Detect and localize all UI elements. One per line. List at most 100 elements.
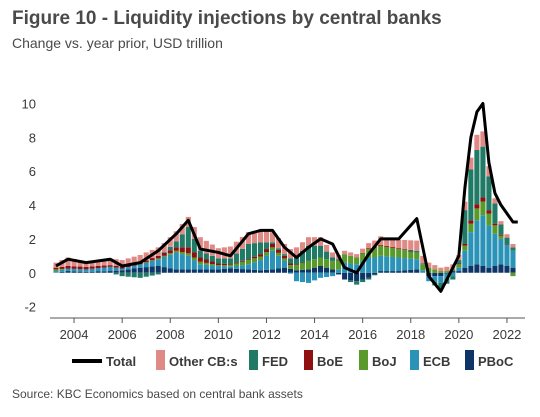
bar-boj <box>408 251 414 259</box>
bar-fed <box>263 242 270 250</box>
bar-boj <box>396 249 402 258</box>
bar-othercbs <box>95 260 101 266</box>
bar-pboc <box>197 269 203 273</box>
legend-label: FED <box>262 354 288 369</box>
legend-item-boe: BoE <box>304 350 343 370</box>
bar-boj <box>155 258 161 260</box>
bar-pboc <box>468 265 474 273</box>
bar-boj <box>53 269 59 272</box>
bar-boe <box>504 244 510 245</box>
bar-boe <box>167 250 173 254</box>
bar-ecb <box>155 259 161 266</box>
bar-othercbs <box>125 258 131 266</box>
legend-item-boj: BoJ <box>359 350 397 370</box>
bar-fed <box>155 272 161 275</box>
bar-boj <box>161 255 167 257</box>
y-tick-label: -2 <box>24 300 36 315</box>
bar-pboc <box>233 268 239 273</box>
bar-ecb <box>312 272 318 281</box>
bar-boe <box>77 266 83 270</box>
bar-boe <box>480 197 486 202</box>
bar-fed <box>131 272 137 278</box>
bar-pboc <box>354 272 360 282</box>
legend-label: Other CB:s <box>169 354 238 369</box>
legend-item-fed: FED <box>249 350 288 370</box>
bar-ecb <box>354 264 360 273</box>
bar-othercbs <box>438 267 444 272</box>
bar-ecb <box>408 258 414 270</box>
bar-boj <box>342 254 348 263</box>
bar-ecb <box>336 269 342 273</box>
bar-boe <box>95 265 101 269</box>
bar-boj <box>324 259 330 268</box>
legend-item-pboc: PBoC <box>465 350 514 370</box>
bar-ecb <box>125 267 131 270</box>
bar-boj <box>468 223 474 233</box>
bar-pboc <box>390 271 396 273</box>
bar-ecb <box>227 266 233 269</box>
bar-ecb <box>65 268 71 272</box>
bar-fed <box>173 241 179 248</box>
bar-fed <box>492 203 498 224</box>
x-tick-label: 2016 <box>348 327 377 342</box>
legend-swatch <box>410 350 419 370</box>
bar-boj <box>480 201 486 216</box>
bar-fed <box>179 234 185 248</box>
bar-fed <box>348 280 354 283</box>
bar-boj <box>384 246 390 257</box>
bar-pboc <box>161 267 167 273</box>
bar-boe <box>179 247 185 253</box>
bar-othercbs <box>167 237 173 247</box>
bar-othercbs <box>384 237 390 246</box>
bar-boe <box>221 263 227 266</box>
bar-ecb <box>498 238 504 265</box>
bar-pboc <box>498 264 504 273</box>
bar-othercbs <box>402 240 408 250</box>
bar-ecb <box>486 225 492 268</box>
bar-othercbs <box>101 259 107 266</box>
bar-ecb <box>281 260 288 268</box>
bar-ecb <box>438 276 444 283</box>
bar-othercbs <box>492 198 498 204</box>
bar-fed <box>251 243 257 257</box>
bar-boj <box>438 271 444 273</box>
bar-fed <box>305 245 312 261</box>
x-tick-label: 2010 <box>204 327 233 342</box>
bar-boj <box>354 257 360 265</box>
legend-label: BoJ <box>372 354 397 369</box>
bar-boj <box>330 260 336 270</box>
bar-pboc <box>402 270 408 273</box>
bar-pboc <box>239 269 245 273</box>
bar-boj <box>293 265 300 271</box>
bar-boe <box>402 249 408 251</box>
bar-fed <box>354 281 360 285</box>
bar-boe <box>83 266 89 270</box>
bar-othercbs <box>486 166 492 177</box>
bar-pboc <box>185 269 191 273</box>
bar-boe <box>468 220 474 224</box>
bar-fed <box>113 272 119 275</box>
bar-fed <box>257 242 263 255</box>
bar-othercbs <box>360 248 366 253</box>
bar-boe <box>101 265 107 268</box>
bar-pboc <box>179 269 185 273</box>
bar-othercbs <box>468 157 474 170</box>
x-tick-label: 2012 <box>252 327 281 342</box>
bar-boe <box>366 248 372 250</box>
bar-boe <box>462 243 468 246</box>
bar-boj <box>420 264 426 271</box>
bar-ecb <box>173 252 179 270</box>
bar-pboc <box>257 270 263 273</box>
bar-fed <box>408 249 414 252</box>
bar-pboc <box>155 265 161 273</box>
bar-fed <box>197 250 203 258</box>
bar-pboc <box>209 269 215 273</box>
legend-swatch <box>465 350 474 370</box>
bar-ecb <box>191 260 197 270</box>
bar-ecb <box>402 258 408 271</box>
bar-pboc <box>360 272 366 280</box>
bar-boe <box>113 265 119 268</box>
x-tick-label: 2004 <box>60 327 89 342</box>
bar-othercbs <box>348 252 354 256</box>
bar-boj <box>221 265 227 267</box>
